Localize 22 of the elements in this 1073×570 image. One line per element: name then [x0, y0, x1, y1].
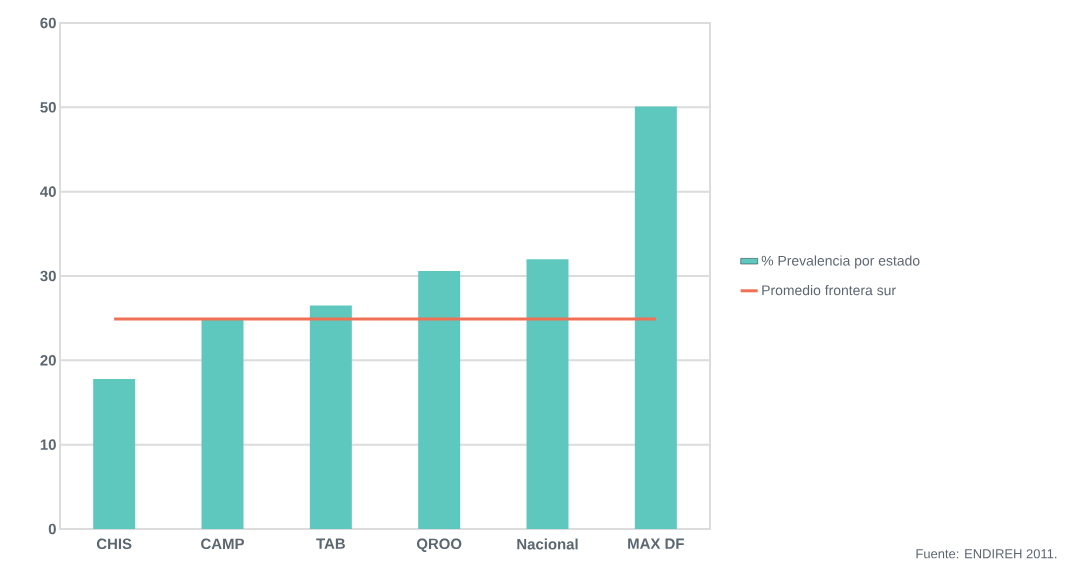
- x-tick-label: Nacional: [517, 538, 578, 550]
- bar: [201, 319, 244, 529]
- y-tick-label: 30: [40, 270, 56, 282]
- x-tick-label: CAMP: [201, 538, 244, 550]
- bar: [526, 259, 569, 529]
- y-tick-label: 40: [40, 186, 56, 197]
- y-tick-label: 10: [40, 439, 56, 450]
- source-note: Fuente: ENDIREH 2011.: [916, 549, 1057, 559]
- y-tick-label: 0: [48, 523, 56, 535]
- bar: [634, 106, 677, 529]
- x-tick-label: MAX DF: [628, 538, 684, 549]
- y-tick-label: 60: [40, 17, 56, 29]
- bar: [309, 305, 352, 529]
- bar: [418, 270, 461, 529]
- legend-label: % Prevalencia por estado: [761, 255, 920, 269]
- y-tick-label: 20: [40, 355, 56, 366]
- legend-label: Promedio frontera sur: [762, 284, 896, 296]
- bar: [93, 378, 136, 529]
- x-tick-label: CHIS: [96, 538, 132, 550]
- x-tick-label: TAB: [316, 538, 345, 549]
- x-tick-label: QROO: [416, 538, 462, 552]
- y-tick-label: 50: [40, 102, 56, 113]
